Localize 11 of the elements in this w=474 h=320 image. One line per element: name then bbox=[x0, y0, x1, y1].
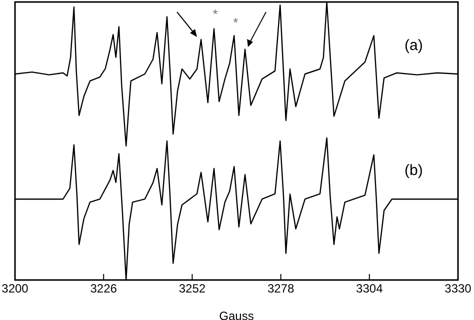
x-tick-label: 3226 bbox=[90, 282, 118, 296]
x-tick-label: 3330 bbox=[444, 282, 472, 296]
x-axis-title: Gauss bbox=[219, 309, 254, 320]
x-tick-label: 3304 bbox=[356, 282, 384, 296]
x-tick-label: 3278 bbox=[267, 282, 294, 296]
series-label: (b) bbox=[404, 162, 423, 180]
series-label: (a) bbox=[404, 37, 423, 54]
annotation: * bbox=[233, 15, 238, 30]
x-tick-label: 3252 bbox=[178, 282, 206, 296]
x-tick-label: 3200 bbox=[2, 282, 29, 296]
annotation: * bbox=[212, 6, 218, 22]
